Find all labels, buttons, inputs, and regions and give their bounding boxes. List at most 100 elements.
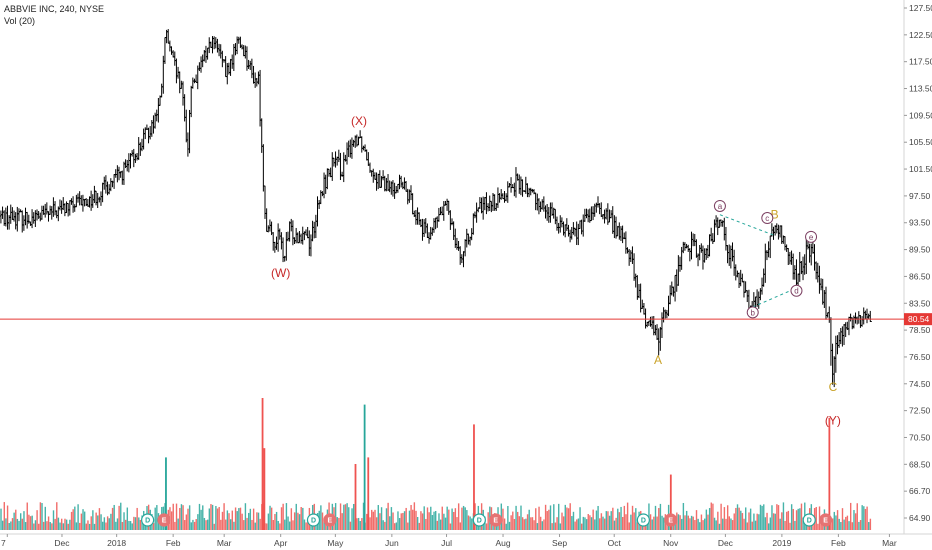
volume-bar — [75, 522, 78, 530]
volume-bar — [415, 510, 417, 530]
volume-bar — [385, 508, 388, 530]
volume-bar — [170, 511, 173, 530]
volume-bar — [526, 514, 529, 530]
volume-bar — [508, 521, 511, 530]
volume-bar — [831, 518, 834, 530]
volume-bar — [707, 514, 709, 530]
volume-bar — [571, 516, 573, 530]
earnings-marker[interactable] — [489, 513, 503, 527]
x-tick-label: 2019 — [772, 538, 791, 548]
volume-bar — [154, 507, 156, 530]
dividend-marker[interactable] — [472, 513, 486, 527]
volume-bar — [18, 520, 20, 530]
volume-bar — [197, 514, 199, 530]
sub-wave-circle — [805, 230, 818, 243]
volume-bar — [359, 521, 361, 530]
volume-bar — [395, 522, 398, 530]
last-price-badge — [904, 313, 932, 326]
volume-bar — [507, 506, 509, 530]
volume-bar — [412, 509, 414, 530]
volume-spike — [367, 457, 370, 530]
y-tick-label: 66.70 — [909, 486, 931, 496]
volume-bar — [229, 519, 232, 530]
volume-bar — [47, 516, 50, 530]
volume-bar — [515, 505, 517, 530]
y-tick-label: 83.50 — [909, 298, 931, 308]
volume-bar — [172, 503, 174, 530]
y-tick-label: 86.50 — [909, 271, 931, 281]
volume-bar — [699, 522, 701, 530]
volume-bar — [794, 520, 796, 530]
event-marker-label: D — [807, 518, 812, 525]
volume-bar — [748, 512, 750, 530]
volume-bar — [792, 508, 794, 530]
dividend-marker[interactable] — [636, 513, 650, 527]
volume-bar — [438, 513, 440, 530]
volume-bar — [244, 503, 247, 530]
volume-bar — [866, 506, 868, 530]
volume-bar — [41, 503, 43, 530]
volume-bar — [772, 513, 775, 530]
volume-bar — [656, 516, 658, 530]
volume-bar — [390, 507, 393, 530]
volume-bar — [761, 505, 763, 530]
volume-bar — [559, 523, 562, 530]
volume-bar — [722, 518, 724, 530]
volume-bar — [77, 504, 79, 530]
volume-bar — [502, 508, 504, 530]
x-tick-label: Aug — [495, 538, 510, 548]
volume-bar — [403, 511, 406, 530]
earnings-marker[interactable] — [323, 513, 337, 527]
volume-bar — [853, 510, 855, 530]
volume-bar — [567, 508, 570, 530]
volume-spike — [473, 424, 475, 530]
volume-bar — [259, 518, 261, 530]
volume-bar — [576, 519, 578, 530]
earnings-marker[interactable] — [157, 513, 171, 527]
volume-bar — [418, 522, 420, 530]
volume-bar — [323, 519, 325, 530]
volume-bar — [615, 517, 617, 530]
volume-bar — [697, 518, 699, 530]
volume-bar — [774, 513, 776, 530]
volume-bar — [267, 513, 270, 530]
volume-bar — [343, 504, 345, 530]
dividend-marker[interactable] — [306, 513, 321, 527]
volume-bar — [551, 523, 553, 530]
volume-bar — [203, 517, 206, 530]
volume-bar — [531, 517, 534, 530]
earnings-marker[interactable] — [819, 513, 833, 527]
volume-bar — [334, 503, 337, 530]
volume-bar — [661, 515, 663, 530]
volume-bar — [649, 514, 652, 530]
volume-bar — [243, 520, 245, 530]
volume-bar — [5, 518, 7, 530]
volume-bar — [131, 523, 133, 530]
volume-bar — [599, 518, 601, 530]
dividend-marker[interactable] — [802, 513, 816, 527]
dividend-marker[interactable] — [141, 513, 155, 527]
volume-bar — [234, 507, 237, 530]
volume-bar — [116, 518, 119, 530]
volume-bar — [720, 503, 722, 530]
volume-bar — [553, 504, 555, 530]
y-tick-label: 117.50 — [909, 57, 932, 67]
volume-bar — [539, 516, 542, 530]
volume-bar — [687, 515, 690, 530]
volume-bar — [503, 518, 506, 530]
volume-bar — [621, 516, 624, 530]
event-marker-label: D — [145, 518, 150, 525]
wave-label: A — [654, 353, 662, 367]
volume-bar — [690, 515, 693, 530]
earnings-marker[interactable] — [664, 513, 678, 527]
volume-bar — [184, 520, 186, 530]
event-marker-label: E — [823, 518, 828, 525]
volume-spike — [261, 398, 264, 530]
volume-spike — [363, 404, 366, 530]
sub-wave-label: e — [809, 233, 814, 242]
volume-bar — [13, 512, 15, 530]
volume-bar — [33, 523, 35, 530]
